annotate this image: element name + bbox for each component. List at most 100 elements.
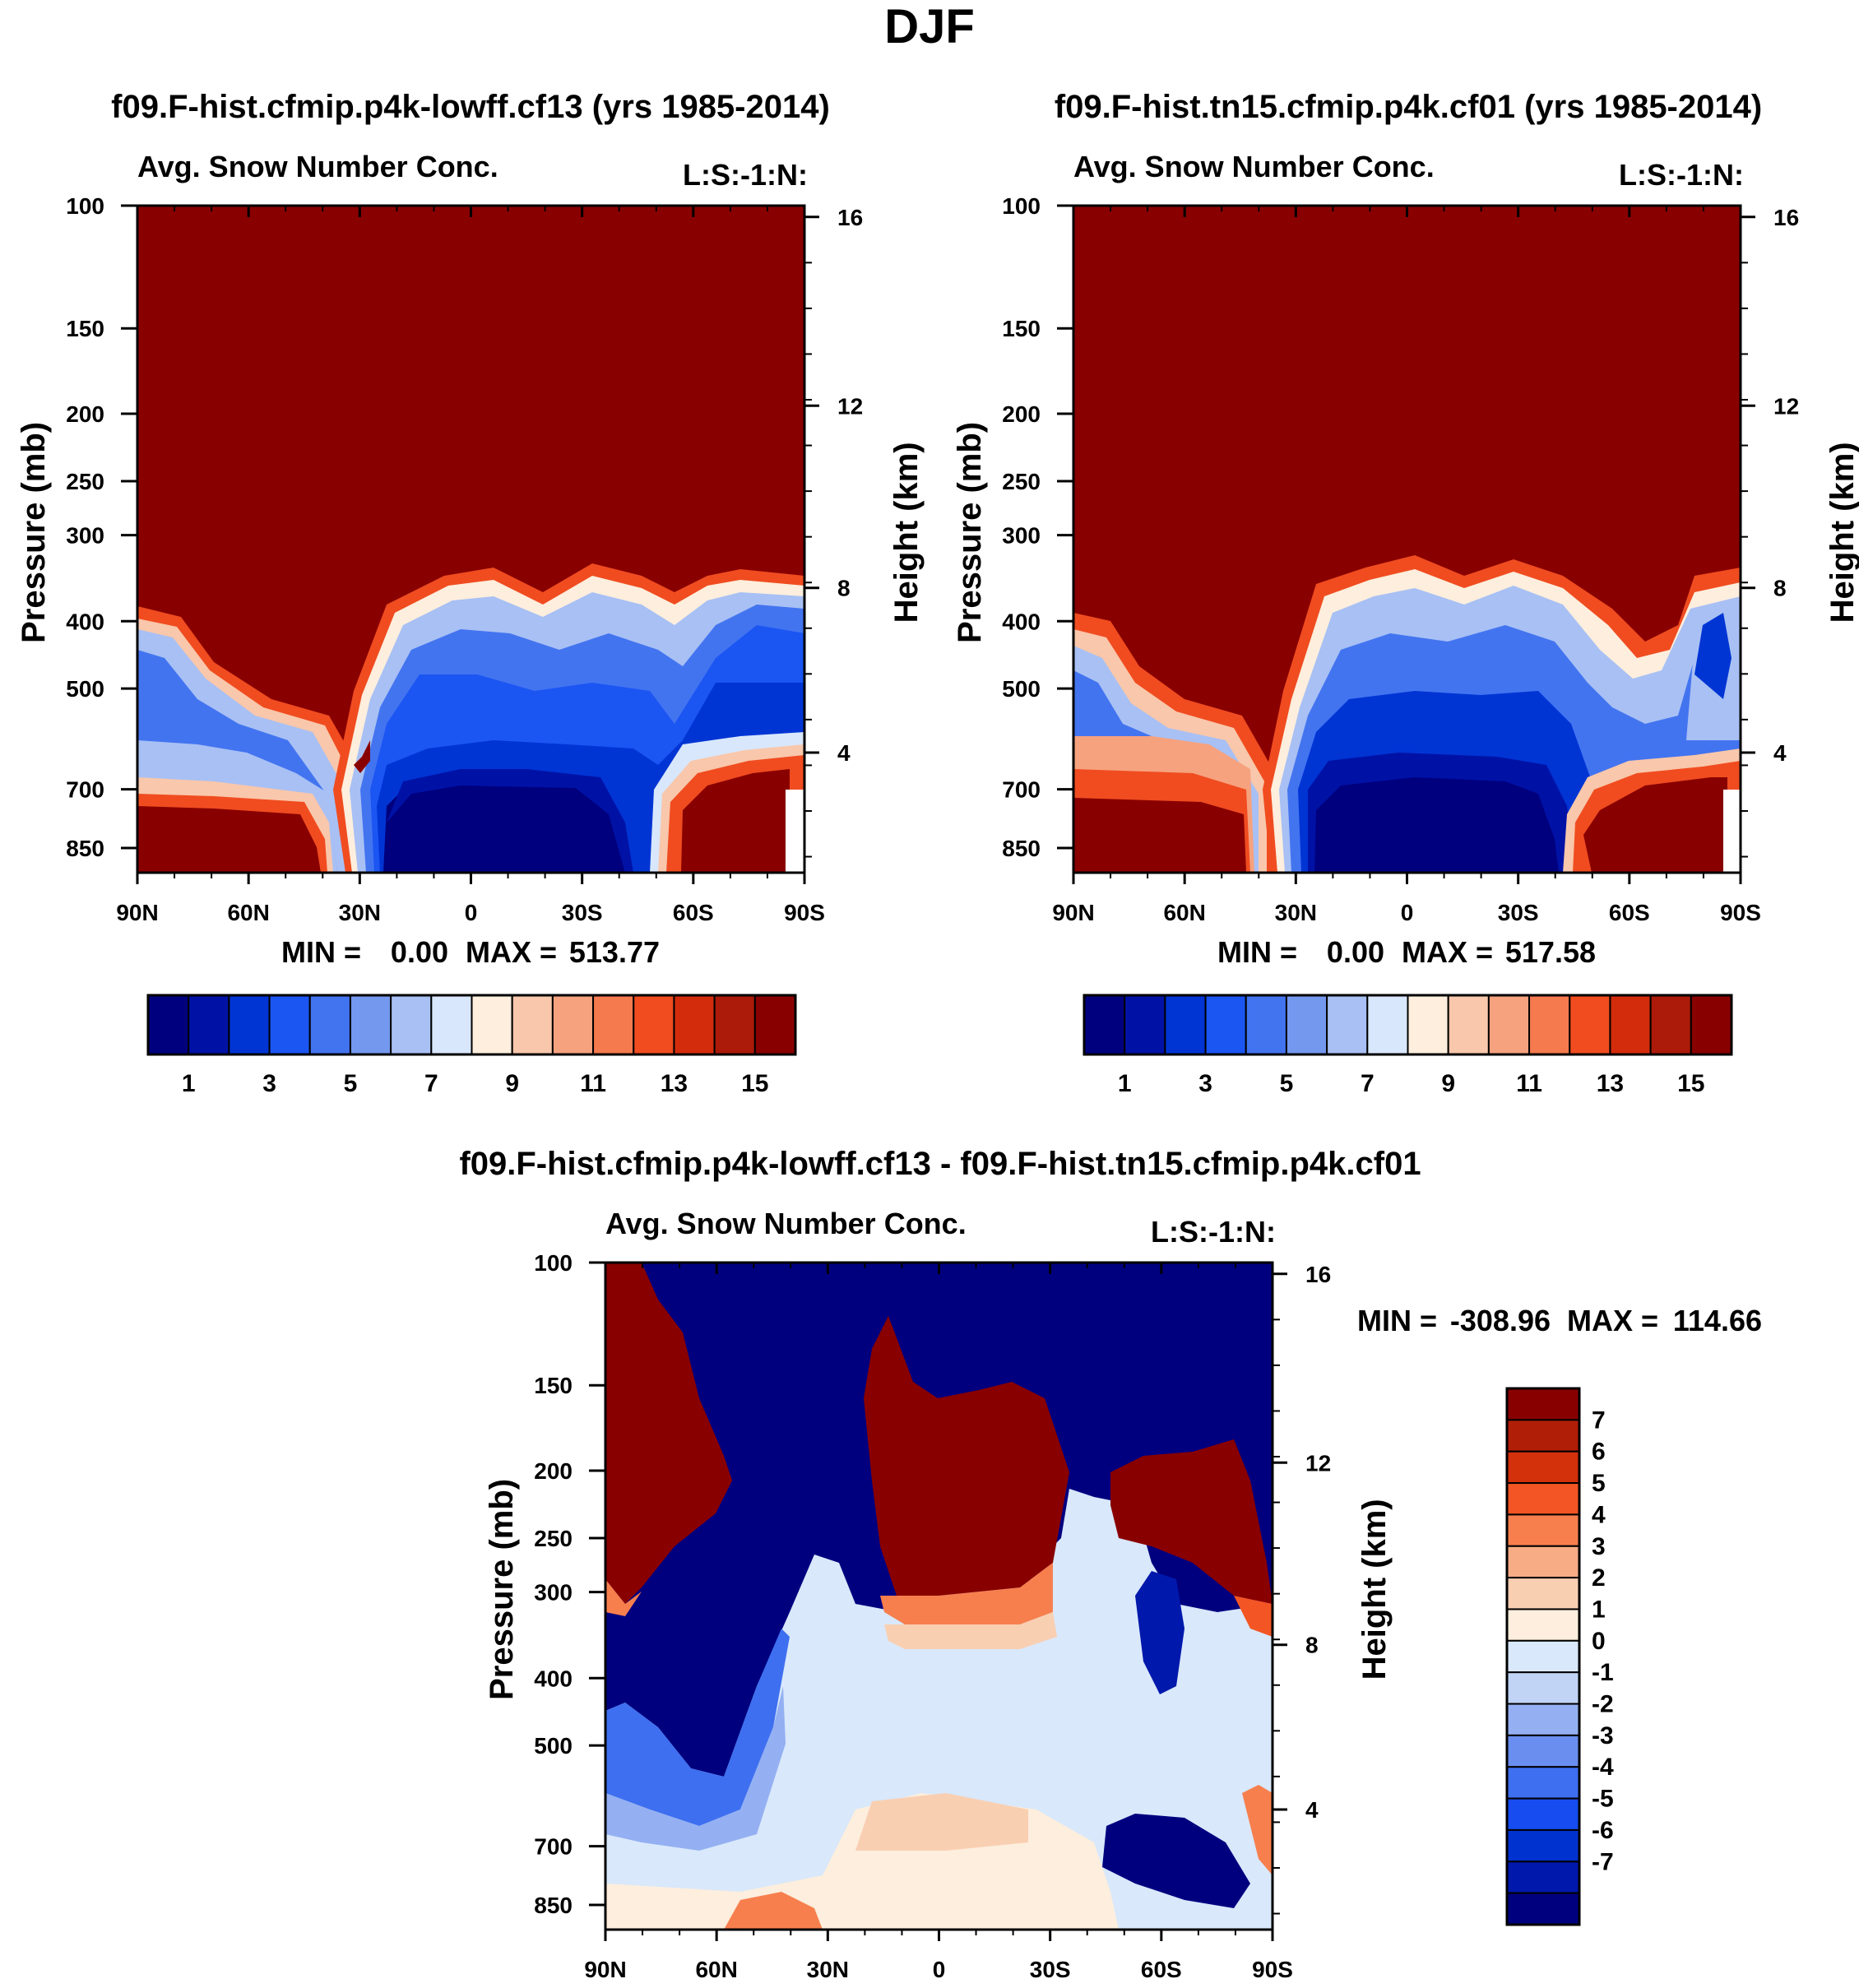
colorbar-label: 5 (344, 1070, 358, 1097)
panel-1: f09.F-hist.cfmip.p4k-lowff.cf13 (yrs 198… (16, 89, 925, 1097)
y-tick-label: 150 (1002, 316, 1041, 341)
colorbar-label: 11 (580, 1070, 606, 1097)
panel-3-title: f09.F-hist.cfmip.p4k-lowff.cf13 - f09.F-… (459, 1146, 1421, 1182)
colorbar-label: 3 (1592, 1533, 1606, 1560)
panel-2-max-value: 517.58 (1505, 935, 1596, 969)
colorbar-label: 1 (182, 1070, 196, 1097)
colorbar-label: 5 (1592, 1470, 1606, 1497)
y-right-tick-label: 8 (837, 576, 851, 601)
colorbar-swatch (268, 994, 311, 1055)
contour-band (880, 1563, 1053, 1624)
contour-band (724, 1892, 823, 1930)
colorbar-label: 0 (1592, 1628, 1606, 1655)
contour-band (1073, 798, 1246, 873)
y-tick-label: 300 (1002, 523, 1041, 549)
colorbar-label: 15 (1677, 1070, 1704, 1097)
y-axis-label: Pressure (mb) (16, 422, 52, 643)
panel-2-title: f09.F-hist.tn15.cfmip.p4k.cf01 (yrs 1985… (1055, 89, 1762, 125)
y-tick-label: 400 (534, 1666, 573, 1691)
contour-band (1583, 777, 1727, 873)
colorbar-swatch (1164, 994, 1207, 1055)
y-tick-label: 250 (534, 1526, 573, 1551)
x-tick-label: 30N (1275, 900, 1317, 925)
colorbar-swatch (1506, 1419, 1580, 1453)
colorbar-swatch (1506, 1639, 1580, 1674)
y-tick-label: 250 (1002, 469, 1041, 494)
contour-band (1102, 1814, 1250, 1908)
y-tick-label: 700 (534, 1834, 573, 1860)
x-tick-label: 90N (1052, 900, 1094, 925)
y-right-tick-label: 16 (1773, 205, 1799, 230)
colorbar-label: 2 (1592, 1564, 1606, 1592)
colorbar-label: 6 (1592, 1439, 1606, 1466)
colorbar-label: 7 (1592, 1406, 1606, 1434)
x-tick-label: 0 (465, 900, 478, 925)
panel-2-colorbar: 1 3 5 7 9 11 13 15 (1082, 994, 1733, 1097)
panel-2-subtitle-right: L:S:-1:N: (1619, 158, 1744, 192)
colorbar-label: 3 (262, 1070, 276, 1097)
colorbar-label: -1 (1592, 1659, 1614, 1686)
y-tick-label: 150 (66, 316, 104, 341)
contour-band (383, 777, 629, 873)
colorbar-swatch (147, 994, 190, 1055)
panel-1-min-value: 0.00 (391, 935, 448, 969)
colorbar-label: -2 (1592, 1691, 1614, 1718)
y-right-tick-label: 12 (1773, 393, 1799, 419)
colorbar-swatch (1506, 1766, 1580, 1800)
colorbar-label: -6 (1592, 1817, 1614, 1844)
colorbar-swatch (592, 994, 635, 1055)
colorbar-swatch (308, 994, 351, 1055)
colorbar-swatch (511, 994, 554, 1055)
y-right-axis-label: Height (km) (1356, 1499, 1393, 1680)
y-tick-label: 300 (534, 1580, 573, 1606)
x-tick-label: 30N (339, 900, 381, 925)
x-tick-label: 90S (784, 900, 825, 925)
panel-1-min-label: MIN = (281, 935, 361, 969)
panel-1-title: f09.F-hist.cfmip.p4k-lowff.cf13 (yrs 198… (111, 89, 830, 125)
y-tick-label: 300 (66, 523, 104, 549)
colorbar-swatch (1506, 1388, 1580, 1421)
panel-3-colorbar: 7 6 5 4 3 2 1 0 -1 -2 -3 -4 -5 -6 -7 (1505, 1387, 1614, 1926)
contour-band (855, 1793, 1028, 1851)
colorbar-label: -7 (1592, 1848, 1614, 1875)
colorbar-swatch (1124, 994, 1166, 1055)
contour-band (1723, 790, 1741, 873)
contour-band (1135, 1571, 1184, 1694)
colorbar-swatch (430, 994, 473, 1055)
contour-band (137, 806, 321, 873)
y-right-axis-label: Height (km) (1824, 442, 1859, 623)
panel-3-subtitle-left: Avg. Snow Number Conc. (605, 1207, 967, 1240)
panel-1-subtitle-right: L:S:-1:N: (683, 158, 808, 192)
colorbar-label: -3 (1592, 1722, 1614, 1749)
colorbar-label: 7 (424, 1070, 438, 1097)
colorbar-swatch (1609, 994, 1652, 1055)
contour-band (605, 1629, 790, 1826)
panel-1-max-label: MAX = (466, 935, 557, 969)
contour-band (605, 1686, 786, 1851)
colorbar-swatch (1366, 994, 1409, 1055)
panel-3-min-label: MIN = (1357, 1304, 1437, 1337)
y-right-tick-label: 12 (1305, 1450, 1331, 1476)
x-tick-label: 60N (695, 1957, 737, 1982)
contour-band (354, 740, 370, 773)
y-tick-label: 850 (1002, 836, 1041, 861)
colorbar-swatch (1447, 994, 1490, 1055)
colorbar-swatch (1506, 1671, 1580, 1705)
colorbar-label: 5 (1280, 1070, 1294, 1097)
panel-1-max-value: 513.77 (569, 935, 660, 969)
y-right-tick-label: 12 (837, 393, 863, 419)
colorbar-swatch (1506, 1450, 1580, 1485)
colorbar-swatch (1506, 1482, 1580, 1516)
colorbar-swatch (1326, 994, 1369, 1055)
colorbar-swatch (673, 994, 716, 1055)
y-right-tick-label: 16 (1305, 1262, 1331, 1287)
colorbar-swatch (1506, 1797, 1580, 1831)
x-tick-label: 90N (584, 1957, 626, 1982)
x-tick-label: 90S (1252, 1957, 1293, 1982)
colorbar-swatch (471, 994, 513, 1055)
colorbar-swatch (1506, 1734, 1580, 1768)
colorbar-swatch (1506, 1545, 1580, 1579)
panel-3: f09.F-hist.cfmip.p4k-lowff.cf13 - f09.F-… (459, 1146, 1762, 1982)
colorbar-swatch (1528, 994, 1571, 1055)
colorbar-frame (146, 994, 797, 1056)
